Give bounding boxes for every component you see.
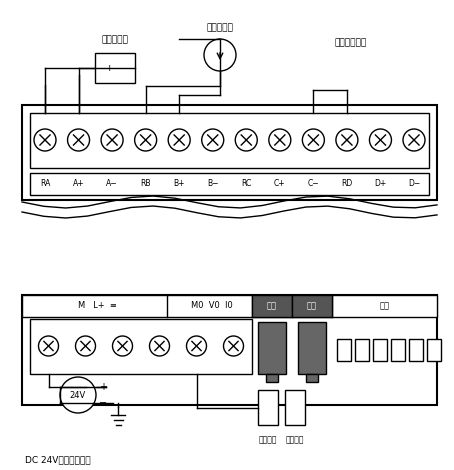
- Bar: [30, 319, 252, 374]
- Bar: [258, 322, 286, 374]
- Circle shape: [235, 129, 257, 151]
- Text: +: +: [99, 382, 107, 392]
- Circle shape: [370, 129, 391, 151]
- Circle shape: [39, 336, 59, 356]
- Text: B−: B−: [207, 180, 218, 188]
- Bar: [95, 53, 135, 83]
- Bar: [306, 374, 318, 382]
- Bar: [22, 295, 437, 405]
- Circle shape: [113, 336, 133, 356]
- Text: 偏移: 偏移: [307, 301, 317, 311]
- Bar: [258, 390, 278, 425]
- Circle shape: [75, 336, 95, 356]
- Circle shape: [302, 129, 324, 151]
- Circle shape: [223, 336, 243, 356]
- Text: C−: C−: [307, 180, 319, 188]
- Circle shape: [60, 377, 96, 413]
- Text: DC 24V电源和公共端: DC 24V电源和公共端: [25, 455, 91, 464]
- Bar: [30, 173, 429, 195]
- Text: M   L+  ≡: M L+ ≡: [78, 301, 116, 311]
- Text: −: −: [99, 398, 107, 408]
- Circle shape: [403, 129, 425, 151]
- Text: RC: RC: [241, 180, 252, 188]
- Text: 未用的输入端: 未用的输入端: [334, 39, 366, 47]
- Text: 配置: 配置: [380, 301, 390, 311]
- Bar: [292, 295, 332, 317]
- Text: M0  V0  I0: M0 V0 I0: [191, 301, 233, 311]
- Text: 电流负载: 电流负载: [286, 435, 304, 444]
- Circle shape: [168, 129, 190, 151]
- Circle shape: [101, 129, 123, 151]
- Text: RB: RB: [140, 180, 151, 188]
- Text: A+: A+: [73, 180, 84, 188]
- Circle shape: [149, 336, 169, 356]
- Bar: [266, 374, 278, 382]
- Circle shape: [202, 129, 224, 151]
- Text: + −: + −: [106, 63, 124, 72]
- Circle shape: [336, 129, 358, 151]
- Bar: [252, 295, 292, 317]
- Bar: [22, 295, 437, 317]
- Text: B+: B+: [173, 180, 185, 188]
- Text: 24V: 24V: [70, 391, 86, 400]
- Circle shape: [68, 129, 89, 151]
- Bar: [391, 339, 405, 361]
- Text: RD: RD: [341, 180, 353, 188]
- Text: D−: D−: [408, 180, 420, 188]
- Circle shape: [204, 39, 236, 71]
- Circle shape: [34, 129, 56, 151]
- Bar: [355, 339, 369, 361]
- Bar: [22, 105, 437, 200]
- Text: 增益: 增益: [267, 301, 277, 311]
- Text: 电压发送器: 电压发送器: [102, 36, 128, 45]
- Bar: [409, 339, 423, 361]
- Text: 电流发送器: 电流发送器: [207, 24, 233, 32]
- Bar: [285, 390, 305, 425]
- Circle shape: [187, 336, 207, 356]
- Text: A−: A−: [106, 180, 118, 188]
- Bar: [373, 339, 387, 361]
- Bar: [298, 322, 326, 374]
- Circle shape: [269, 129, 291, 151]
- Circle shape: [135, 129, 157, 151]
- Bar: [427, 339, 441, 361]
- Text: 电压负载: 电压负载: [259, 435, 277, 444]
- Text: D+: D+: [375, 180, 386, 188]
- Bar: [337, 339, 351, 361]
- Text: RA: RA: [40, 180, 50, 188]
- Text: C+: C+: [274, 180, 286, 188]
- Bar: [30, 113, 429, 168]
